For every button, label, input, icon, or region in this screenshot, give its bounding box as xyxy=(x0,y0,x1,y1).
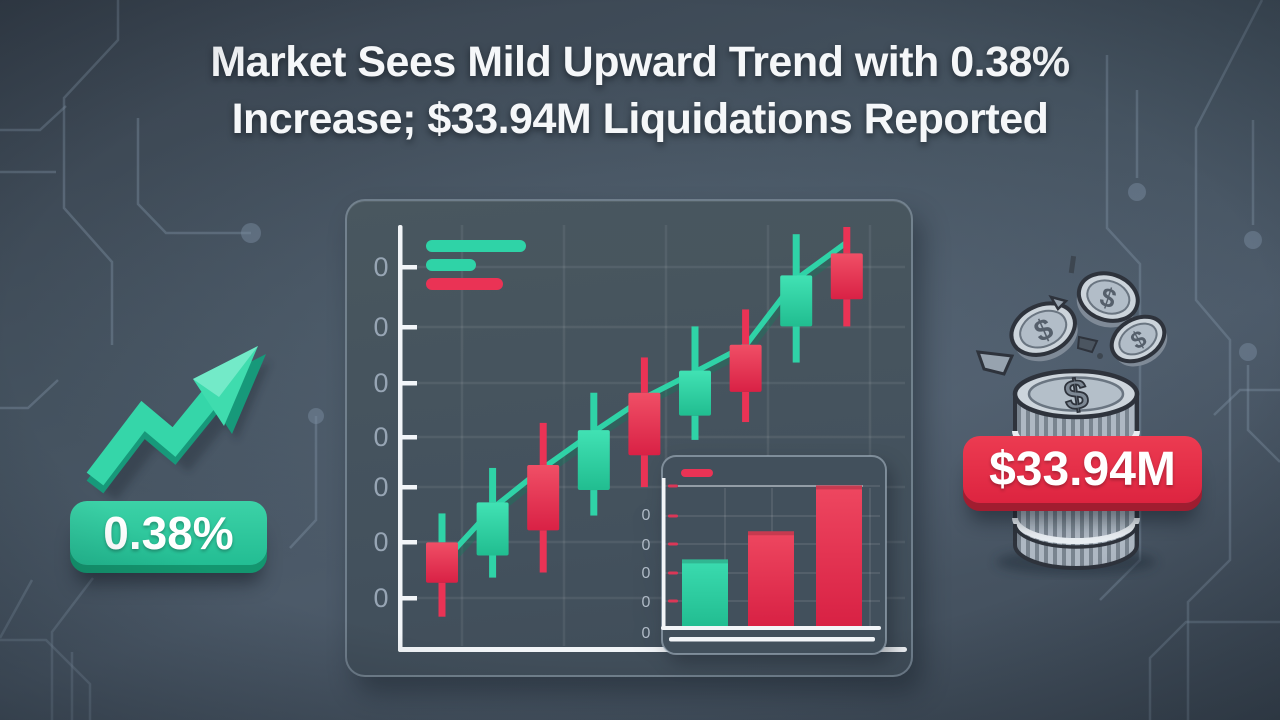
candle-lower-wick xyxy=(792,326,800,363)
y-axis-tick-label: 0 xyxy=(373,527,388,557)
y-axis-tick-label: 0 xyxy=(373,252,388,282)
candle-upper-wick xyxy=(489,467,497,503)
circuit-node-dots xyxy=(241,183,1262,424)
inset-tick-label: 0 xyxy=(642,565,651,582)
inset-bar-red xyxy=(748,531,794,626)
inset-tick-label: 0 xyxy=(642,537,651,554)
y-axis-tick-label: 0 xyxy=(373,422,388,452)
headline-line2: Increase; $33.94M Liquidations Reported xyxy=(231,95,1049,143)
bullish-candle-body xyxy=(780,275,813,327)
falling-coin-icon: $ xyxy=(1109,314,1168,367)
percent-change-badge: 0.38% xyxy=(70,501,267,565)
candle-lower-wick xyxy=(640,455,648,488)
candle-upper-wick xyxy=(691,326,699,371)
y-axis-tick xyxy=(400,596,417,601)
inset-x-axis xyxy=(661,626,881,630)
bearish-candle-body xyxy=(426,542,458,583)
inset-tick-label: 0 xyxy=(642,625,651,642)
inset-tick-dash xyxy=(668,484,678,488)
y-axis-tick xyxy=(400,265,417,270)
liquidations-value: $33.94M xyxy=(989,443,1176,496)
inset-y-axis xyxy=(662,478,666,628)
debris-shard-icons xyxy=(975,255,1103,376)
candle-upper-wick xyxy=(792,234,800,276)
y-axis-tick-label: 0 xyxy=(373,472,388,502)
inset-bar-green xyxy=(682,559,728,626)
y-axis-tick xyxy=(400,325,417,330)
coin-stack-illustration: $ $ $ $ xyxy=(975,255,1168,575)
bearish-candle-body xyxy=(830,253,863,300)
legend-swatch xyxy=(426,278,503,290)
inset-bar-red xyxy=(816,485,862,626)
headline: Market Sees Mild Upward Trend with 0.38%… xyxy=(0,34,1280,148)
inset-legend-swatch xyxy=(681,469,713,477)
candle-lower-wick xyxy=(489,555,497,578)
liquidations-badge: $33.94M xyxy=(963,436,1202,503)
candlestick-chart: 0 0 0 0 0 0 0 xyxy=(373,225,907,652)
inset-tick-dash xyxy=(668,599,678,603)
y-axis-tick xyxy=(400,381,417,386)
falling-coin-icon: $ xyxy=(1076,271,1140,328)
falling-coin-icon: $ xyxy=(1009,301,1078,362)
legend-swatch xyxy=(426,240,526,252)
inset-tick-label: 0 xyxy=(642,594,651,611)
candle-lower-wick xyxy=(742,391,750,423)
y-axis-tick-label: 0 xyxy=(373,368,388,398)
candle-upper-wick xyxy=(742,309,750,345)
candle-upper-wick xyxy=(590,392,598,431)
inset-tick-dash xyxy=(668,571,678,575)
inset-base-line xyxy=(669,637,875,642)
candle-lower-wick xyxy=(539,530,547,573)
bearish-candle-body xyxy=(628,392,661,456)
bearish-candle-body xyxy=(729,344,762,392)
inset-tick-label: 0 xyxy=(642,507,651,524)
y-axis-tick-label: 0 xyxy=(373,312,388,342)
percent-change-value: 0.38% xyxy=(103,507,234,559)
candle-upper-wick xyxy=(843,226,851,254)
inset-tick-dash xyxy=(668,542,678,546)
y-axis-tick xyxy=(400,485,417,490)
candle-lower-wick xyxy=(590,490,598,516)
headline-line1: Market Sees Mild Upward Trend with 0.38% xyxy=(210,38,1070,86)
candle-lower-wick xyxy=(843,299,851,327)
bearish-candle-body xyxy=(527,464,560,531)
y-axis-tick-label: 0 xyxy=(373,583,388,613)
y-axis-tick xyxy=(400,540,417,545)
candle-lower-wick xyxy=(438,582,446,617)
bullish-candle-body xyxy=(577,430,610,491)
inset-bar-chart: 0 0 0 0 0 xyxy=(642,455,887,655)
uptrend-arrow-icon xyxy=(86,346,271,501)
candle-lower-wick xyxy=(691,415,699,440)
candle-upper-wick xyxy=(640,357,648,393)
candle-upper-wick xyxy=(438,513,446,543)
y-axis-tick xyxy=(400,435,417,440)
candle-upper-wick xyxy=(539,422,547,465)
bullish-candle-body xyxy=(476,502,509,556)
inset-tick-dash xyxy=(668,514,678,518)
bullish-candle-body xyxy=(679,370,711,416)
legend-swatch xyxy=(426,259,476,271)
